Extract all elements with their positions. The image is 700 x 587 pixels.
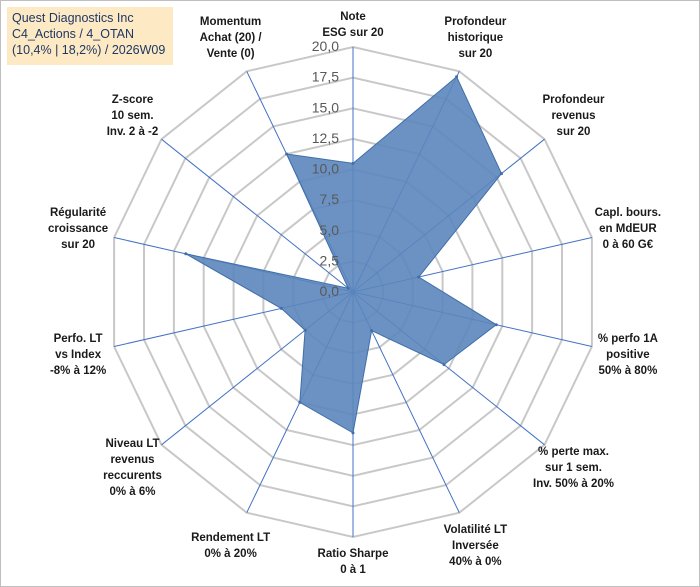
axis-label-2-line-0: Profondeur: [542, 94, 605, 107]
axis-label-9-line-2: reccurents: [103, 469, 162, 482]
axis-label-3: Capl. bours. en MdEUR 0 à 60 G€: [595, 205, 661, 253]
axis-label-7-line-1: 0 à 1: [340, 564, 366, 576]
axis-label-1: Profondeur historique sur 20: [444, 14, 506, 62]
chart-title-line-1: Quest Diagnostics Inc: [12, 11, 134, 25]
axis-label-12-line-0: Z-score: [111, 94, 154, 107]
axis-label-9-line-3: 0% à 6%: [109, 485, 156, 498]
axis-label-0-line-0: Note: [340, 11, 366, 23]
axis-label-7: Ratio Sharpe 0 à 1: [318, 546, 389, 578]
tick-label-2: 5,0: [320, 222, 340, 238]
data-point-9: [303, 328, 307, 332]
axis-label-10-line-1: vs Index: [55, 348, 102, 361]
axis-label-12: Z-score 10 sem. Inv. 2 à -2: [107, 92, 159, 140]
axis-label-13-line-1: Achat (20) /: [199, 31, 262, 44]
tick-label-4: 10,0: [312, 161, 339, 177]
axis-label-10: Perfo. LT vs Index -8% à 12%: [50, 331, 106, 379]
axis-label-3-line-0: Capl. bours.: [594, 207, 662, 220]
axis-label-0-line-1: ESG sur 20: [322, 27, 384, 39]
chart-title-line-3: (10,4% | 18,2%) / 2026W09: [12, 43, 166, 57]
chart-title-box: Quest Diagnostics Inc C4_Actions / 4_OTA…: [7, 7, 173, 65]
chart-title-line-2: C4_Actions / 4_OTAN: [12, 27, 135, 41]
axis-label-0: Note ESG sur 20: [322, 9, 383, 41]
axis-label-5-line-1: sur 1 sem.: [545, 461, 602, 474]
tick-label-1: 2,5: [320, 252, 340, 268]
axis-label-11: Régularité croissance sur 20: [48, 205, 108, 253]
tick-label-5: 12,5: [312, 130, 339, 146]
data-point-2: [500, 172, 503, 176]
data-point-0: [351, 161, 355, 165]
data-point-1: [455, 75, 459, 79]
axis-label-13-line-0: Momentum: [199, 15, 262, 28]
axis-label-13-line-2: Vente (0): [206, 47, 255, 60]
axis-label-10-line-0: Perfo. LT: [53, 332, 103, 345]
axis-label-12-line-2: Inv. 2 à -2: [106, 126, 159, 139]
tick-label-6: 15,0: [312, 99, 339, 115]
axis-label-8: Rendement LT 0% à 20%: [191, 530, 270, 562]
axis-label-1-line-1: historique: [447, 31, 504, 44]
data-point-4: [494, 323, 498, 327]
axis-label-5-line-0: % perte max.: [538, 445, 609, 458]
axis-label-4-line-1: positive: [606, 348, 650, 361]
axis-label-11-line-0: Régularité: [49, 207, 107, 220]
axis-label-6-line-1: Inversée: [452, 540, 499, 553]
axis-label-9: Niveau LT revenus reccurents 0% à 6%: [103, 436, 162, 500]
axis-label-2-line-2: sur 20: [556, 126, 591, 139]
axis-label-4-line-0: % perfo 1A: [597, 332, 658, 345]
tick-label-7: 17,5: [312, 69, 339, 85]
axis-label-11-line-2: sur 20: [61, 239, 96, 252]
axis-label-7-line-0: Ratio Sharpe: [317, 548, 389, 560]
axis-label-12-line-1: 10 sem.: [111, 110, 154, 123]
tick-label-0: 0,0: [320, 283, 340, 299]
axis-label-13: Momentum Achat (20) / Vente (0): [200, 14, 262, 62]
tick-label-3: 7,5: [320, 191, 340, 207]
axis-label-5-line-2: Inv. 50% à 20%: [533, 477, 614, 490]
axis-label-9-line-1: revenus: [110, 453, 155, 466]
axis-spoke-12: [161, 138, 354, 293]
data-point-11: [184, 252, 188, 256]
data-point-13: [285, 152, 289, 156]
data-point-10: [279, 306, 283, 310]
axis-label-1-line-0: Profondeur: [444, 15, 507, 28]
data-point-5: [442, 363, 446, 367]
axis-label-9-line-0: Niveau LT: [105, 437, 160, 450]
data-point-8: [298, 400, 302, 404]
axis-label-1-line-2: sur 20: [458, 47, 493, 60]
data-point-7: [351, 431, 355, 435]
axis-label-10-line-2: -8% à 12%: [49, 364, 107, 377]
axis-label-8-line-0: Rendement LT: [191, 532, 271, 545]
axis-label-6: Volatilité LT Inversée 40% à 0%: [444, 522, 507, 570]
axis-label-5: % perte max. sur 1 sem. Inv. 50% à 20%: [533, 444, 614, 492]
axis-label-6-line-2: 40% à 0%: [449, 556, 502, 569]
data-point-12: [346, 286, 350, 290]
data-series-area: [185, 75, 503, 434]
data-point-3: [417, 275, 421, 279]
axis-label-2-line-1: revenus: [551, 110, 596, 123]
axis-label-11-line-1: croissance: [48, 223, 109, 236]
axis-label-4-line-2: 50% à 80%: [598, 364, 658, 377]
axis-label-6-line-0: Volatilité LT: [443, 524, 508, 537]
axis-label-3-line-1: en MdEUR: [599, 223, 657, 236]
axis-label-4: % perfo 1A positive 50% à 80%: [598, 331, 658, 379]
tick-label-8: 20,0: [312, 38, 339, 54]
axis-label-3-line-2: 0 à 60 G€: [602, 239, 654, 252]
axis-label-8-line-1: 0% à 20%: [204, 548, 257, 561]
axis-label-2: Profondeur revenus sur 20: [543, 92, 605, 140]
data-point-6: [370, 329, 374, 333]
